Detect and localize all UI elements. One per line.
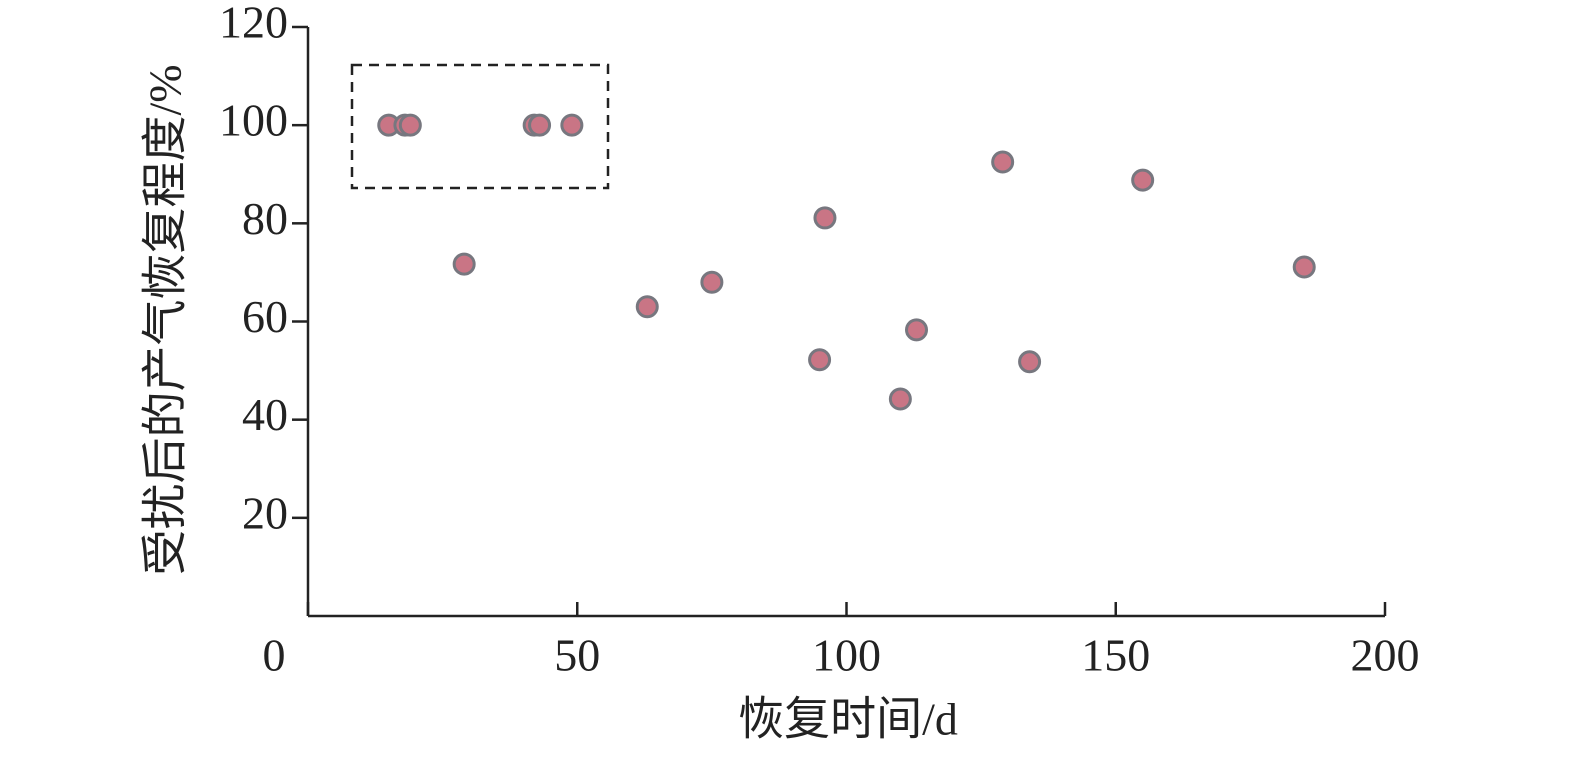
x-axis-label: 恢复时间/d: [738, 694, 958, 745]
highlight-box: [350, 63, 610, 190]
point: [813, 206, 837, 230]
point: [1018, 350, 1042, 374]
point: [1292, 255, 1316, 279]
y-tick-label: 40: [242, 389, 288, 440]
y-tick-label: 20: [242, 487, 288, 538]
x-tick-label: 100: [812, 630, 881, 681]
point: [528, 113, 552, 137]
y-tick-label: 100: [219, 95, 288, 146]
x-tick-label: 50: [554, 630, 600, 681]
point: [1131, 168, 1155, 192]
x-tick-label: 150: [1081, 630, 1150, 681]
point: [560, 113, 584, 137]
y-axis-label: 受扰后的产气恢复程度/%: [140, 64, 191, 575]
point: [635, 295, 659, 319]
point: [991, 150, 1015, 174]
point: [905, 318, 929, 342]
y-tick-label: 80: [242, 193, 288, 244]
point: [888, 387, 912, 411]
point: [452, 252, 476, 276]
y-tick-label: 60: [242, 291, 288, 342]
point: [808, 348, 832, 372]
x-tick-label: 200: [1351, 630, 1420, 681]
x-tick-label: 0: [263, 630, 286, 681]
y-tick-label: 120: [219, 0, 288, 48]
point: [700, 270, 724, 294]
point: [398, 113, 422, 137]
